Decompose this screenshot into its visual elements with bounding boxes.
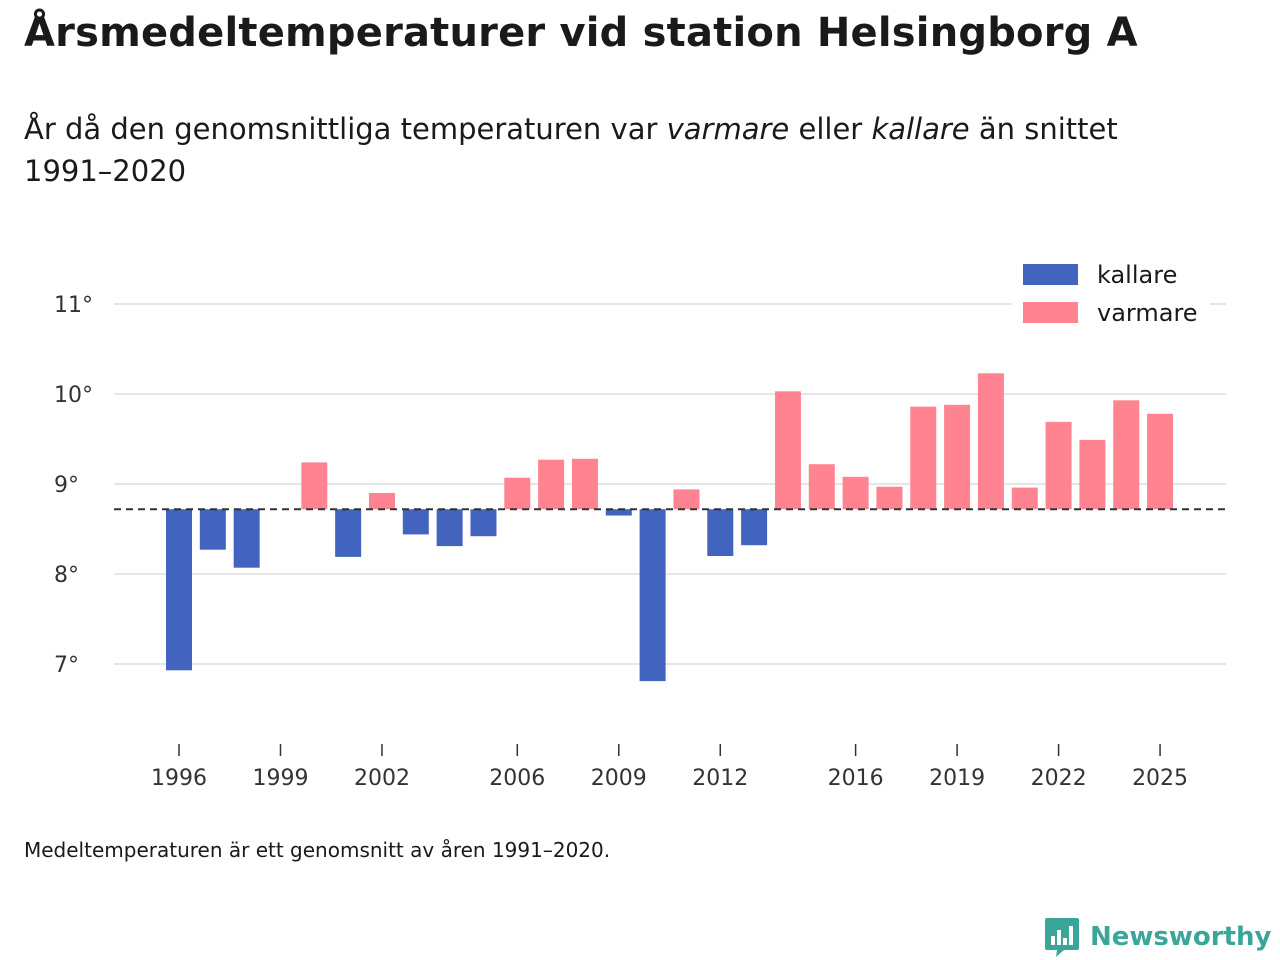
legend-swatch-kallare (1023, 264, 1078, 285)
bar-2009 (605, 509, 632, 516)
legend-label-varmare: varmare (1097, 299, 1198, 327)
x-tick-label: 2025 (1132, 766, 1188, 791)
x-tick-label: 2009 (591, 766, 647, 791)
bar-2023 (1079, 439, 1106, 510)
subtitle-part2: eller (789, 112, 872, 146)
bar-2008 (571, 458, 598, 510)
y-tick-label: 10° (54, 383, 93, 408)
brand-logo[interactable]: Newsworthy (1044, 916, 1271, 958)
legend-label-kallare: kallare (1097, 261, 1177, 289)
bar-2017 (876, 486, 903, 510)
bar-2006 (504, 477, 531, 510)
x-tick-label: 1999 (252, 766, 308, 791)
y-tick-label: 7° (54, 653, 79, 678)
bar-2015 (808, 464, 835, 510)
x-tick-label: 2022 (1031, 766, 1087, 791)
brand-name: Newsworthy (1090, 922, 1272, 952)
bar-1998 (233, 509, 260, 568)
x-tick-label: 2019 (929, 766, 985, 791)
x-tick-label: 2002 (354, 766, 410, 791)
bar-2000 (301, 462, 328, 510)
bar-2019 (944, 404, 971, 510)
y-tick-label: 8° (54, 563, 79, 588)
bar-2011 (673, 489, 700, 510)
subtitle-part1: År då den genomsnittliga temperaturen va… (24, 112, 667, 146)
x-tick-label: 2016 (828, 766, 884, 791)
bar-1997 (199, 509, 226, 550)
subtitle-colder: kallare (871, 112, 970, 146)
bar-2014 (774, 391, 801, 510)
bar-2025 (1147, 413, 1174, 510)
bar-2024 (1113, 400, 1140, 510)
bar-2020 (977, 373, 1004, 510)
bar-2022 (1045, 421, 1072, 510)
bar-2003 (402, 509, 429, 535)
bar-2001 (335, 509, 362, 557)
chart-title: Årsmedeltemperaturer vid station Helsing… (24, 10, 1138, 56)
x-tick-label: 2012 (692, 766, 748, 791)
bar-2007 (538, 459, 565, 510)
bar-1996 (166, 509, 192, 671)
x-tick-label: 1996 (151, 766, 207, 791)
bar-2002 (368, 493, 395, 510)
bar-2021 (1011, 487, 1038, 510)
bar-2016 (842, 476, 869, 510)
y-tick-label: 11° (54, 293, 93, 318)
bar-2010 (639, 509, 666, 682)
bar-2013 (741, 509, 768, 546)
y-tick-label: 9° (54, 473, 79, 498)
legend-swatch-varmare (1023, 302, 1078, 323)
subtitle-warmer: varmare (666, 112, 790, 146)
subtitle-part3: än snittet 1991–2020 (24, 112, 1118, 188)
newsworthy-logo-icon (1045, 918, 1079, 957)
bar-2005 (470, 509, 497, 537)
bar-2012 (707, 509, 734, 556)
footnote: Medeltemperaturen är ett genomsnitt av å… (24, 838, 611, 862)
x-tick-label: 2006 (489, 766, 545, 791)
bar-2004 (436, 509, 463, 547)
chart-subtitle: År då den genomsnittliga temperaturen va… (24, 108, 1204, 192)
bar-2018 (910, 406, 937, 510)
